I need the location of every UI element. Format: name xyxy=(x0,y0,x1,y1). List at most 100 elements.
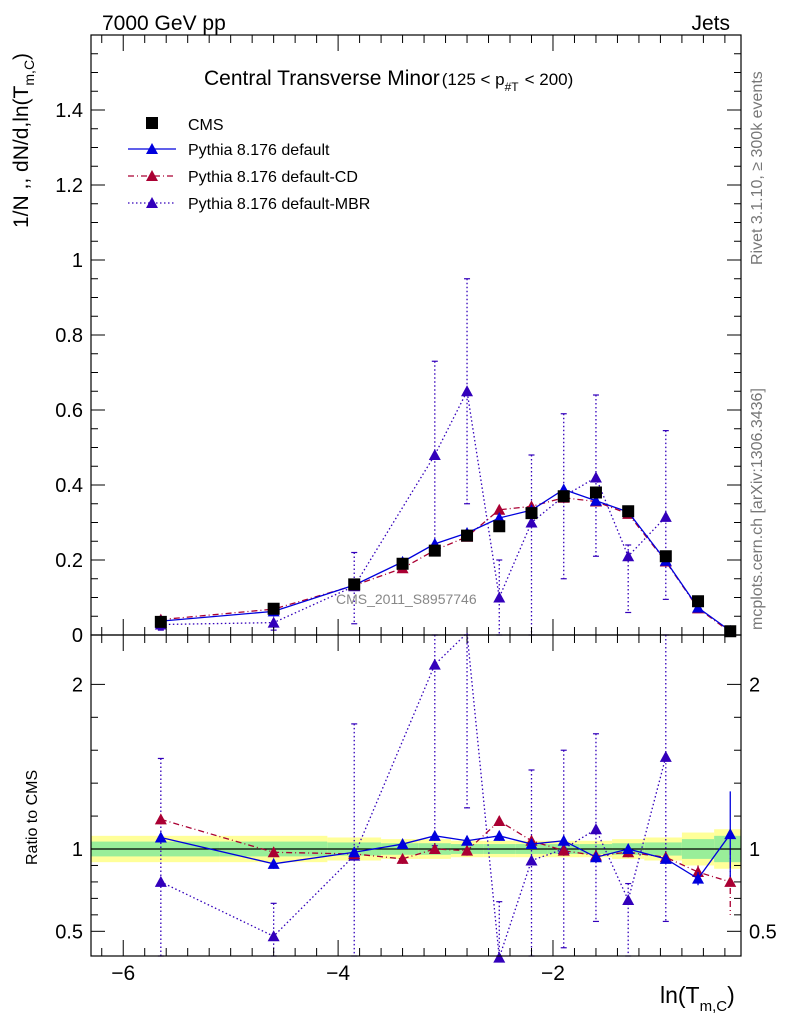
ratio-series-1-point xyxy=(493,815,506,827)
main-y-tick-label: 0.8 xyxy=(55,325,83,347)
ratio-y-tick-label: 1 xyxy=(72,839,83,861)
ratio-series-0-point xyxy=(154,831,167,843)
main-series-0-point xyxy=(154,615,167,628)
main-y-tick-label: 1.4 xyxy=(55,100,83,122)
main-series-3-point xyxy=(589,471,602,483)
main-series-0-point xyxy=(692,595,705,608)
ratio-series-0-point xyxy=(622,843,635,854)
main-series-0-point xyxy=(589,486,602,499)
main-series-3-point xyxy=(525,516,538,528)
ratio-series-2-point xyxy=(525,854,538,866)
main-series-3-point xyxy=(461,385,474,397)
ratio-series-0-point xyxy=(724,828,737,840)
ratio-series-1-point xyxy=(461,844,474,856)
main-series-3-point xyxy=(622,550,635,562)
ratio-series-2-point xyxy=(428,658,441,670)
ratio-series-0-point xyxy=(461,834,474,846)
main-series-0-point xyxy=(348,578,361,591)
ratio-series-0-point xyxy=(659,852,672,864)
main-series-0-point xyxy=(525,507,538,520)
ratio-y-tick-label-right: 2 xyxy=(749,674,760,696)
main-series-0-point xyxy=(461,529,474,542)
main-series-3-line xyxy=(160,389,667,626)
ratio-series-1-point xyxy=(267,846,280,858)
main-series-0-point xyxy=(267,602,280,615)
main-series-2-line xyxy=(160,497,731,633)
ratio-series-0-point xyxy=(348,846,361,858)
legend-label-cd: Pythia 8.176 default-CD xyxy=(188,169,358,186)
x-tick-label: −6 xyxy=(111,962,135,985)
ratio-series-2-point xyxy=(622,894,635,906)
ratio-plot-frame xyxy=(90,634,742,957)
ratio-series-2-point xyxy=(267,930,280,942)
ratio-y-axis-label: Ratio to CMS xyxy=(24,770,41,865)
main-series-1-line xyxy=(160,488,731,632)
main-y-tick-label: 0.2 xyxy=(55,550,83,572)
legend-marker-cms xyxy=(146,117,158,129)
main-series-0-point xyxy=(557,490,570,503)
ratio-series-2-point xyxy=(493,951,506,963)
main-series-2-point xyxy=(493,503,506,515)
main-series-layer xyxy=(154,278,737,638)
legend-marker-mbr xyxy=(146,197,158,208)
main-y-tick-label: 0 xyxy=(72,625,83,647)
ratio-series-2-point xyxy=(589,823,602,835)
main-series-0-point xyxy=(428,544,441,557)
legend-marker-default xyxy=(146,143,158,154)
legend-label-mbr: Pythia 8.176 default-MBR xyxy=(188,196,370,213)
main-y-tick-label: 0.6 xyxy=(55,400,83,422)
ratio-series-0-point xyxy=(525,838,538,850)
ratio-series-1-point xyxy=(557,844,570,856)
ratio-bands xyxy=(91,829,741,869)
main-y-tick-label: 1 xyxy=(72,250,83,272)
main-series-3-point xyxy=(428,449,441,460)
ratio-series-0-point xyxy=(557,834,570,846)
header-left: 7000 GeV pp xyxy=(102,12,226,35)
ratio-series-0-point xyxy=(428,829,441,841)
main-y-tick-label: 1.2 xyxy=(55,175,83,197)
ratio-y-tick-label-right: 0.5 xyxy=(749,921,777,943)
main-axis-ticks: 0 0.2 0.4 0.6 0.8 1 1.2 1.4 xyxy=(55,35,741,647)
main-series-0-point xyxy=(724,625,737,638)
ratio-series-1-line xyxy=(160,818,731,883)
ratio-series-0-point xyxy=(267,857,280,869)
ratio-series-1-point xyxy=(396,852,409,864)
ratio-series-0-point xyxy=(692,872,705,884)
legend-label-default: Pythia 8.176 default xyxy=(188,142,330,159)
side-label-mcplots: mcplots.cern.ch [arXiv:1306.3436] xyxy=(749,388,766,630)
x-tick-label: −2 xyxy=(541,962,565,985)
ratio-series-1-point xyxy=(428,843,441,854)
ratio-y-tick-label-right: 1 xyxy=(749,839,760,861)
ratio-series-0-line xyxy=(160,833,731,880)
ratio-series-layer xyxy=(154,631,737,963)
main-series-0-point xyxy=(622,505,635,518)
legend-marker-cd xyxy=(146,170,158,181)
ratio-series-0-point xyxy=(493,829,506,841)
ratio-series-1-point xyxy=(724,875,737,887)
x-tick-label: −4 xyxy=(326,962,350,985)
ratio-series-2-line xyxy=(160,631,667,958)
ratio-series-2-point xyxy=(154,875,167,887)
main-series-3-point xyxy=(493,591,506,603)
ratio-series-0-point xyxy=(396,838,409,850)
main-y-tick-label: 0.4 xyxy=(55,475,83,497)
ratio-series-1-point xyxy=(154,813,167,825)
ratio-series-0-point xyxy=(589,851,602,863)
watermark-label: CMS_2011_S8957746 xyxy=(336,591,477,607)
legend-label-cms: CMS xyxy=(188,117,224,134)
legend: CMS Pythia 8.176 default Pythia 8.176 de… xyxy=(128,117,370,213)
main-series-0-point xyxy=(659,550,672,563)
side-label-rivet: Rivet 3.1.10, ≥ 300k events xyxy=(749,71,766,265)
ratio-series-2-point xyxy=(659,750,672,762)
main-y-axis-label: 1/N ,, dN/d,ln(Tm,C) xyxy=(10,53,37,228)
main-series-1-point xyxy=(589,494,602,506)
main-series-3-point xyxy=(659,510,672,522)
main-series-0-point xyxy=(493,520,506,533)
ratio-y-tick-label: 0.5 xyxy=(55,921,83,943)
main-series-3-point xyxy=(267,616,280,628)
main-series-0-point xyxy=(396,557,409,570)
header-right: Jets xyxy=(691,12,730,35)
x-axis-label: ln(Tm,C) xyxy=(660,982,735,1015)
ratio-axis-ticks: 0.5 0.5 1 1 2 2 −6 −4 −2 xyxy=(55,635,777,985)
